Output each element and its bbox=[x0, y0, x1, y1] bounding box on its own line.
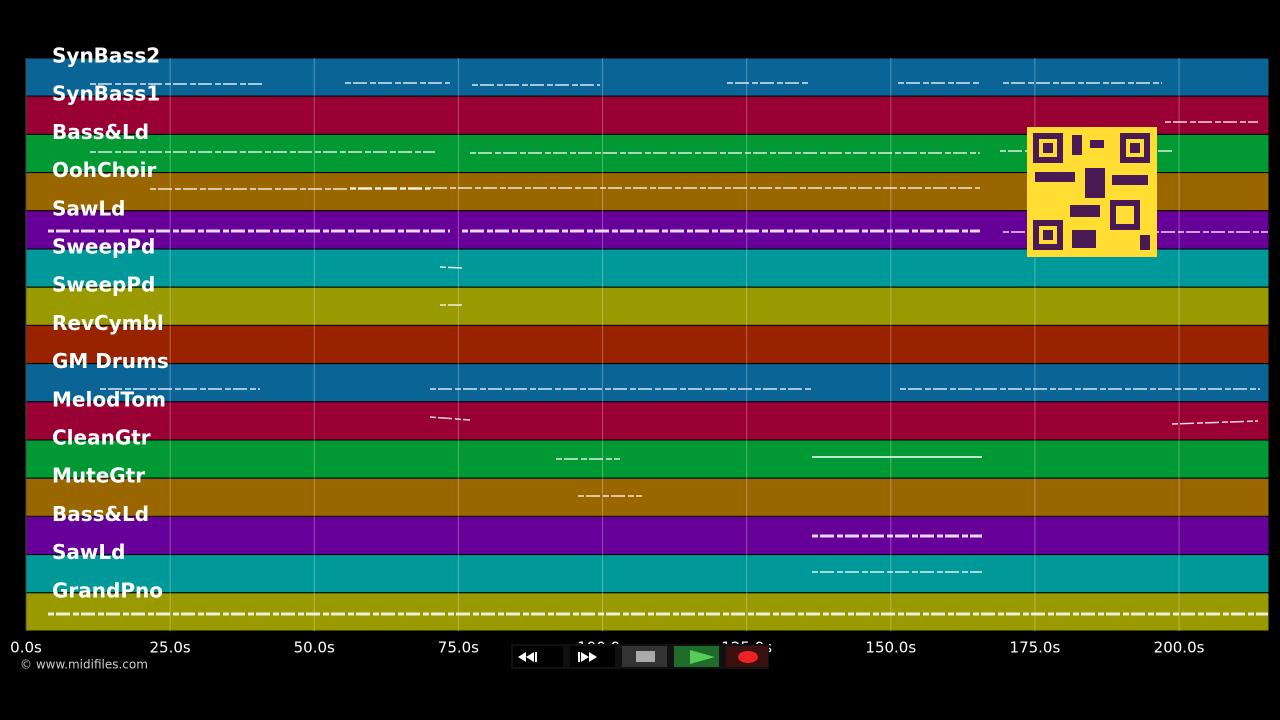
notes bbox=[48, 82, 1268, 616]
track-row bbox=[25, 286, 1270, 326]
track-label: GrandPno bbox=[52, 578, 163, 602]
track-label: SynBass1 bbox=[52, 82, 160, 106]
forward-button[interactable] bbox=[570, 646, 615, 667]
transport-controls bbox=[511, 644, 769, 669]
track-row bbox=[25, 439, 1270, 479]
track-row bbox=[25, 592, 1270, 632]
track-label: SawLd bbox=[52, 196, 125, 220]
track-row bbox=[25, 324, 1270, 365]
record-button[interactable] bbox=[726, 646, 768, 667]
stop-button[interactable] bbox=[622, 646, 667, 667]
track-label: OohChoir bbox=[52, 158, 156, 182]
track-label: SweepPd bbox=[52, 235, 155, 259]
tick-label: 150.0s bbox=[865, 639, 916, 657]
tick-label: 25.0s bbox=[150, 639, 191, 657]
track-row bbox=[25, 554, 1270, 594]
track-label: MuteGtr bbox=[52, 464, 145, 488]
track-labels: SynBass2 SynBass1 Bass&Ld OohChoir SawLd Swee… bbox=[52, 44, 169, 603]
track-label: Bass&Ld bbox=[52, 120, 149, 144]
copyright: © www.midifiles.com bbox=[20, 658, 148, 672]
track-row bbox=[25, 363, 1270, 403]
track-label: MelodTom bbox=[52, 387, 166, 411]
track-row bbox=[25, 477, 1270, 517]
track-label: SynBass2 bbox=[52, 44, 160, 68]
track-label: CleanGtr bbox=[52, 426, 151, 450]
play-button[interactable] bbox=[674, 646, 719, 667]
tick-label: 0.0s bbox=[10, 639, 42, 657]
tick-label: 175.0s bbox=[1010, 639, 1061, 657]
tick-label: 200.0s bbox=[1154, 639, 1205, 657]
track-label: RevCymbl bbox=[52, 311, 164, 335]
track-label: GM Drums bbox=[52, 349, 169, 373]
track-label: SweepPd bbox=[52, 273, 155, 297]
track-label: SawLd bbox=[52, 540, 125, 564]
tick-label: 50.0s bbox=[294, 639, 335, 657]
qr-code bbox=[1027, 127, 1157, 257]
track-row bbox=[25, 515, 1270, 556]
track-row bbox=[25, 401, 1270, 441]
rewind-button[interactable] bbox=[513, 646, 563, 667]
track-label: Bass&Ld bbox=[52, 502, 149, 526]
tick-label: 75.0s bbox=[438, 639, 479, 657]
track-row bbox=[25, 57, 1270, 97]
